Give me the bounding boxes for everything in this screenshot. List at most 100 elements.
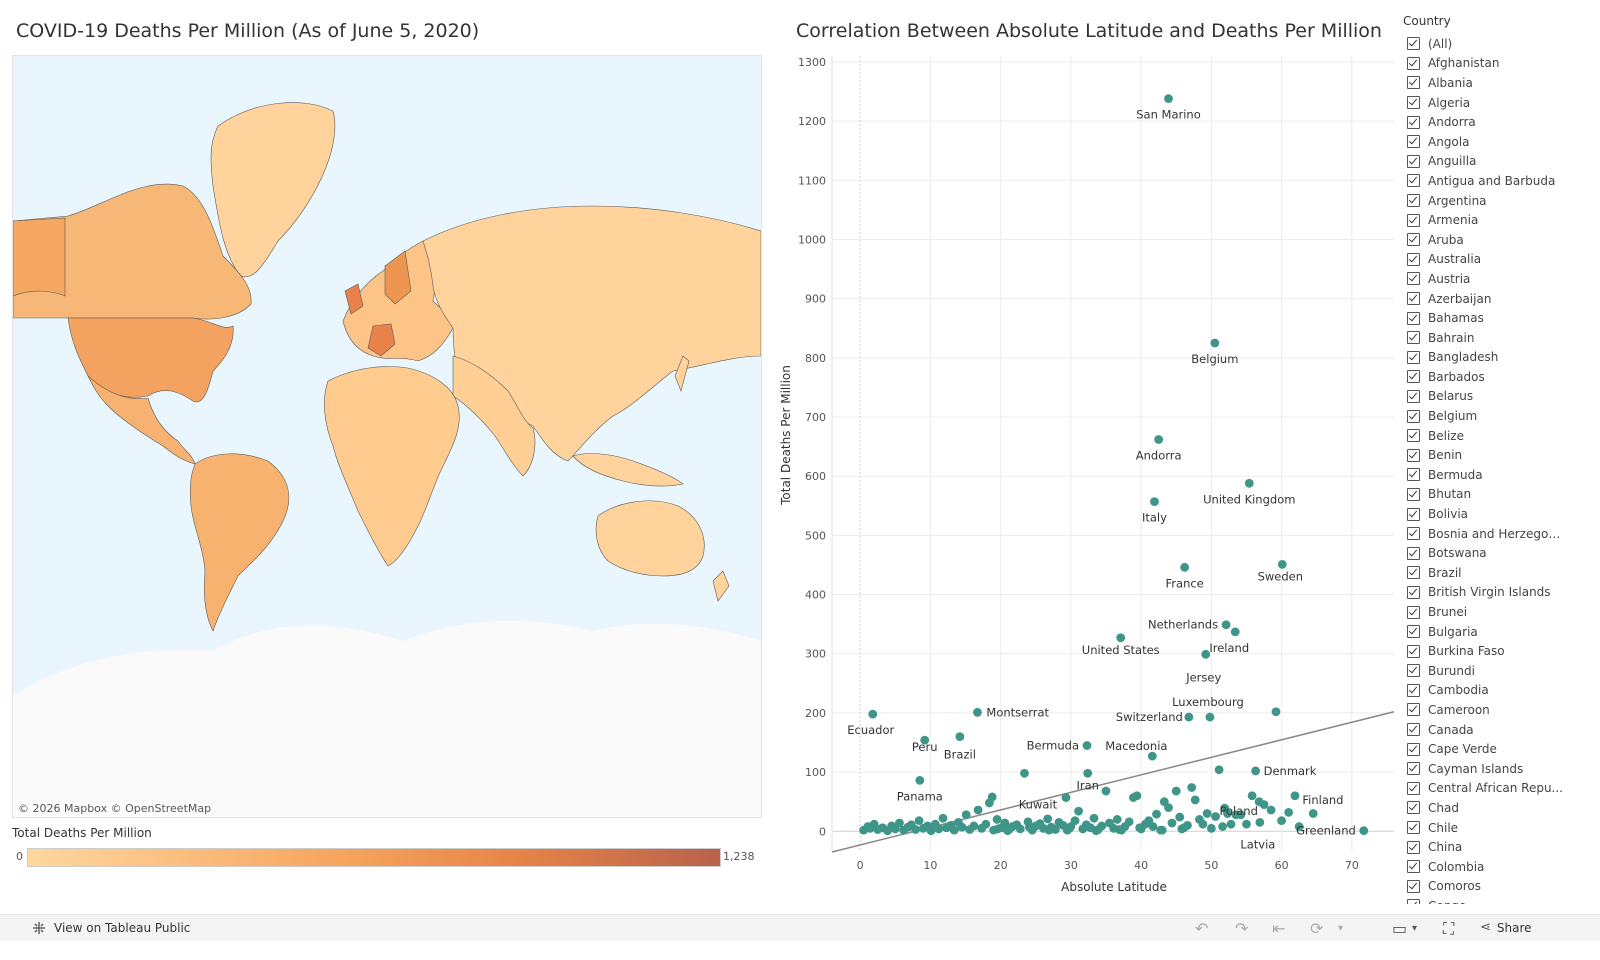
- share-button[interactable]: ⋖ Share: [1480, 920, 1532, 935]
- filter-item[interactable]: Cayman Islands: [1403, 759, 1563, 779]
- refresh-icon[interactable]: ⟳: [1310, 919, 1324, 938]
- data-point[interactable]: [1015, 824, 1025, 834]
- data-point[interactable]: [992, 815, 1002, 824]
- data-point[interactable]: [1171, 786, 1181, 796]
- data-point[interactable]: [1050, 825, 1060, 834]
- filter-item[interactable]: China: [1403, 837, 1563, 857]
- data-point[interactable]: [981, 819, 991, 829]
- filter-item[interactable]: Barbados: [1403, 367, 1563, 387]
- labeled-data-point[interactable]: [1359, 826, 1369, 836]
- filter-item[interactable]: Congo: [1403, 896, 1563, 904]
- labeled-data-point[interactable]: [973, 707, 982, 717]
- labeled-data-point[interactable]: [1221, 620, 1231, 630]
- filter-item[interactable]: Anguilla: [1403, 152, 1563, 172]
- data-point[interactable]: [1101, 786, 1111, 796]
- filter-item[interactable]: Bangladesh: [1403, 348, 1563, 368]
- data-point[interactable]: [1277, 816, 1286, 826]
- filter-item[interactable]: Azerbaijan: [1403, 289, 1563, 309]
- data-point[interactable]: [1218, 822, 1227, 831]
- checkbox-icon[interactable]: [1407, 625, 1420, 639]
- data-point[interactable]: [1242, 819, 1251, 829]
- filter-item[interactable]: Cape Verde: [1403, 739, 1563, 759]
- checkbox-icon[interactable]: [1407, 566, 1420, 580]
- checkbox-icon[interactable]: [1407, 409, 1420, 423]
- labeled-data-point[interactable]: [1154, 435, 1164, 444]
- fullscreen-icon[interactable]: ⛶: [1443, 919, 1455, 938]
- checkbox-icon[interactable]: [1407, 213, 1420, 227]
- checkbox-icon[interactable]: [1407, 860, 1420, 874]
- checkbox-icon[interactable]: [1407, 821, 1420, 835]
- points[interactable]: [859, 94, 1369, 836]
- data-point[interactable]: [1132, 791, 1142, 801]
- comment-icon[interactable]: ▭: [1392, 919, 1408, 938]
- data-point[interactable]: [1308, 809, 1318, 818]
- filter-item[interactable]: Australia: [1403, 250, 1563, 270]
- data-point[interactable]: [1284, 807, 1294, 817]
- view-on-tableau-public-link[interactable]: View on Tableau Public: [32, 921, 190, 935]
- data-point[interactable]: [987, 792, 997, 802]
- filter-item[interactable]: Canada: [1403, 720, 1563, 740]
- checkbox-icon[interactable]: [1407, 801, 1420, 815]
- labeled-data-point[interactable]: [1082, 741, 1092, 750]
- data-point[interactable]: [949, 825, 959, 835]
- revert-icon[interactable]: ⇤: [1272, 919, 1286, 938]
- data-point[interactable]: [969, 821, 979, 831]
- data-point[interactable]: [1214, 765, 1224, 775]
- labeled-data-point[interactable]: [1251, 766, 1261, 776]
- checkbox-icon[interactable]: [1407, 370, 1420, 384]
- checkbox-icon[interactable]: [1407, 683, 1420, 697]
- data-point[interactable]: [1211, 812, 1220, 821]
- checkbox-icon[interactable]: [1407, 311, 1420, 325]
- filter-item[interactable]: Botswana: [1403, 543, 1563, 563]
- checkbox-icon[interactable]: [1407, 429, 1420, 443]
- labeled-data-point[interactable]: [1205, 712, 1215, 722]
- checkbox-icon[interactable]: [1407, 292, 1420, 306]
- filter-item[interactable]: Brunei: [1403, 602, 1563, 622]
- checkbox-icon[interactable]: [1407, 96, 1420, 110]
- filter-item[interactable]: (All): [1403, 34, 1563, 54]
- data-point[interactable]: [911, 825, 920, 834]
- undo-icon[interactable]: ↶: [1195, 919, 1209, 938]
- data-point[interactable]: [1157, 825, 1167, 835]
- filter-item[interactable]: Bolivia: [1403, 504, 1563, 524]
- checkbox-icon[interactable]: [1407, 762, 1420, 776]
- checkbox-icon[interactable]: [1407, 723, 1420, 737]
- checkbox-icon[interactable]: [1407, 350, 1420, 364]
- checkbox-icon[interactable]: [1407, 448, 1420, 462]
- checkbox-icon[interactable]: [1407, 664, 1420, 678]
- filter-item[interactable]: Comoros: [1403, 877, 1563, 897]
- checkbox-icon[interactable]: [1407, 546, 1420, 560]
- data-point[interactable]: [934, 824, 944, 834]
- checkbox-icon[interactable]: [1407, 527, 1420, 541]
- labeled-data-point[interactable]: [1255, 818, 1265, 827]
- filter-item[interactable]: Benin: [1403, 445, 1563, 465]
- filter-item[interactable]: Bhutan: [1403, 485, 1563, 505]
- filter-item[interactable]: British Virgin Islands: [1403, 583, 1563, 603]
- checkbox-icon[interactable]: [1407, 742, 1420, 756]
- checkbox-icon[interactable]: [1407, 233, 1420, 247]
- labeled-data-point[interactable]: [1230, 627, 1240, 637]
- data-point[interactable]: [1152, 809, 1161, 819]
- data-point[interactable]: [1148, 822, 1158, 831]
- filter-item[interactable]: Bosnia and Herzegov...: [1403, 524, 1563, 544]
- checkbox-icon[interactable]: [1407, 174, 1420, 188]
- checkbox-icon[interactable]: [1407, 487, 1420, 501]
- labeled-data-point[interactable]: [1220, 803, 1230, 813]
- labeled-data-point[interactable]: [1147, 751, 1157, 761]
- data-point[interactable]: [1266, 805, 1276, 815]
- country-filter[interactable]: Country (All) Afghanistan Albania Algeria An…: [1403, 12, 1563, 904]
- checkbox-icon[interactable]: [1407, 605, 1420, 619]
- data-point[interactable]: [926, 826, 936, 836]
- data-point[interactable]: [1135, 823, 1145, 833]
- labeled-data-point[interactable]: [1150, 497, 1159, 507]
- data-point[interactable]: [1000, 818, 1010, 828]
- world-map[interactable]: © 2026 Mapbox © OpenStreetMap: [12, 55, 762, 818]
- checkbox-icon[interactable]: [1407, 644, 1420, 658]
- data-point[interactable]: [1175, 812, 1185, 822]
- data-point[interactable]: [938, 813, 948, 823]
- labeled-data-point[interactable]: [1180, 562, 1190, 572]
- filter-item[interactable]: Colombia: [1403, 857, 1563, 877]
- checkbox-icon[interactable]: [1407, 389, 1420, 403]
- filter-item[interactable]: Bermuda: [1403, 465, 1563, 485]
- filter-item[interactable]: Albania: [1403, 73, 1563, 93]
